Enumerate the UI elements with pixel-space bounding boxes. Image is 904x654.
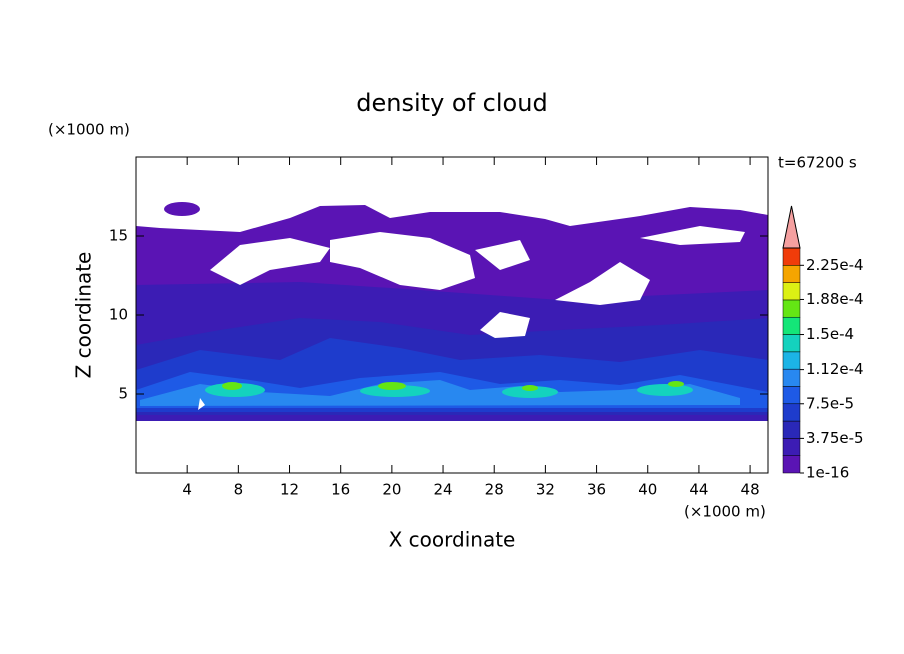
colorbar-band xyxy=(782,299,801,318)
colorbar-band xyxy=(782,403,801,422)
x-tick-label: 28 xyxy=(485,481,504,499)
contour-field xyxy=(136,202,768,421)
x-tick-label: 8 xyxy=(234,481,244,499)
x-tick-label: 48 xyxy=(741,481,760,499)
colorbar-band xyxy=(782,455,801,474)
colorbar-band xyxy=(782,368,801,387)
x-tick-label: 36 xyxy=(587,481,606,499)
x-tick-label: 32 xyxy=(536,481,555,499)
x-tick-label: 12 xyxy=(280,481,299,499)
x-tick-label: 16 xyxy=(331,481,350,499)
x-tick-label: 4 xyxy=(182,481,192,499)
colorbar-tick-label: 3.75e-5 xyxy=(806,429,864,447)
annotation: t=67200 s xyxy=(778,154,857,172)
colorbar-band xyxy=(782,438,801,456)
y-tick-label: 5 xyxy=(118,385,128,403)
colorbar-band xyxy=(782,420,801,439)
colorbar-band xyxy=(782,351,801,370)
colorbar-band xyxy=(782,386,801,405)
colorbar-band xyxy=(782,334,801,353)
chart-title: density of cloud xyxy=(356,89,547,117)
x-tick-label: 24 xyxy=(433,481,452,499)
x-axis-label: X coordinate xyxy=(389,528,516,552)
x-tick-label: 44 xyxy=(689,481,708,499)
colorbar-band xyxy=(782,247,801,266)
colorbar-tick-label: 2.25e-4 xyxy=(806,256,864,274)
y-tick-label: 10 xyxy=(109,306,128,324)
y-unit: (×1000 m) xyxy=(48,121,130,139)
colorbar-band xyxy=(782,316,801,335)
colorbar-tick-label: 1.88e-4 xyxy=(806,290,864,308)
x-unit: (×1000 m) xyxy=(684,503,766,521)
colorbar-tick-label: 7.5e-5 xyxy=(806,394,854,412)
colorbar-over xyxy=(782,205,801,249)
colorbar-band xyxy=(782,282,801,301)
colorbar-band xyxy=(782,265,801,283)
colorbar-tick-label: 1.12e-4 xyxy=(806,360,864,378)
y-axis-label: Z coordinate xyxy=(72,252,96,379)
y-tick-label: 15 xyxy=(109,227,128,245)
colorbar-tick-label: 1e-16 xyxy=(806,464,849,482)
x-tick-label: 20 xyxy=(382,481,401,499)
colorbar-tick-label: 1.5e-4 xyxy=(806,325,854,343)
x-tick-label: 40 xyxy=(638,481,657,499)
